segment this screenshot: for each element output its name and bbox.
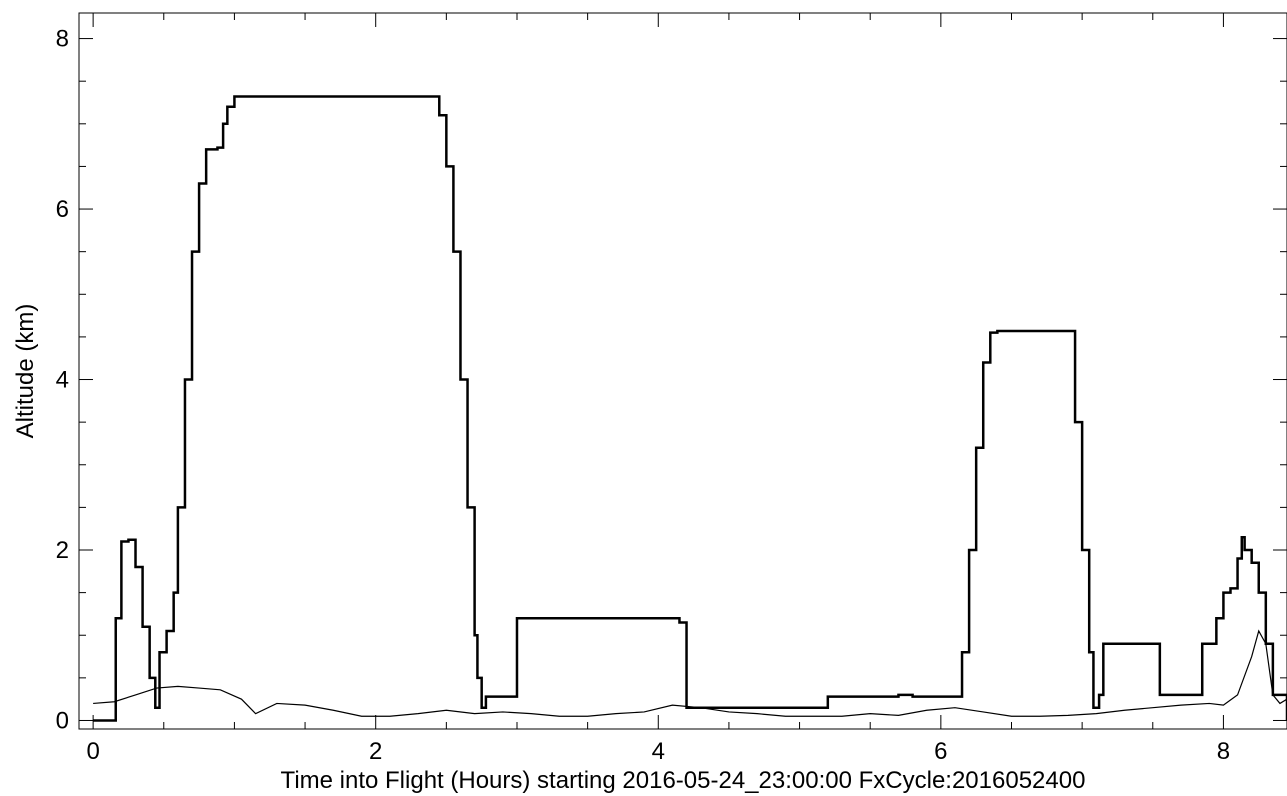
x-tick-label: 4 — [652, 738, 665, 765]
plot-frame — [78, 12, 1287, 730]
y-tick-label: 8 — [56, 26, 69, 53]
series-layer — [93, 95, 1287, 722]
x-tick-label: 0 — [86, 738, 99, 765]
x-tick-label: 8 — [1217, 738, 1230, 765]
y-tick-label: 0 — [56, 707, 69, 734]
axis-ticks — [79, 13, 1287, 729]
x-axis-label: Time into Flight (Hours) starting 2016-0… — [281, 767, 1086, 794]
y-tick-label: 2 — [56, 537, 69, 564]
axis-tick-labels: 0 2 4 6 8 0 2 4 6 8 — [56, 26, 1230, 765]
y-axis-label: Altitude (km) — [12, 304, 39, 439]
altitude-series-line — [93, 95, 1287, 722]
y-tick-label: 6 — [56, 196, 69, 223]
secondary-series-line — [93, 629, 1287, 717]
x-tick-label: 6 — [934, 738, 947, 765]
x-tick-label: 2 — [369, 738, 382, 765]
y-tick-label: 4 — [56, 367, 69, 394]
